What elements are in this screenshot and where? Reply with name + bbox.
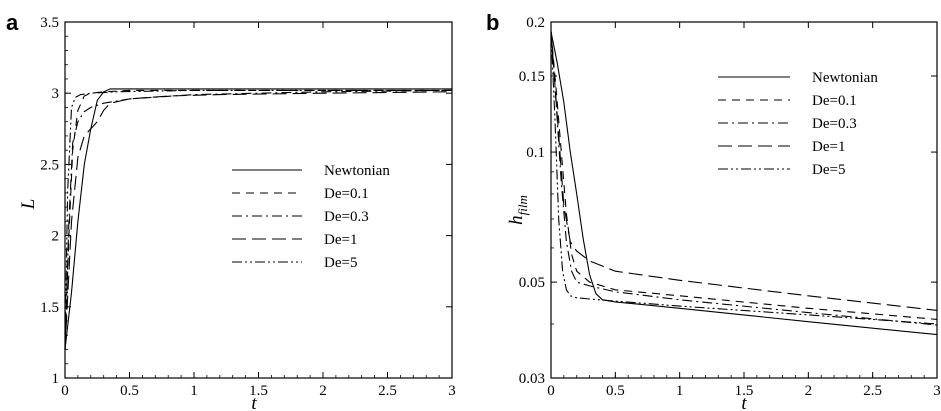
panel-b-xtick-label: 3 (933, 383, 941, 399)
panel-b-xtick: 2 (805, 22, 813, 399)
panel-b-plot-frame (550, 21, 938, 379)
panel-a-xlabel: t (251, 393, 257, 411)
panel-b: b 0 0.5 1 1.5 2 2.5 3 0.03 0.05 0.1 0.15 0.2 Newton… (486, 10, 941, 411)
panel-b-legend-label: De=0.1 (812, 93, 857, 109)
panel-a-ytick-label: 2.5 (40, 157, 59, 173)
panel-a-legend-entry: De=0.1 (232, 186, 369, 202)
panel-a-series-newtonian (64, 88, 452, 350)
panel-b-ylabel-subscript: film (515, 195, 530, 215)
panel-b-series-de-1 (550, 31, 938, 311)
panel-b-series-de-0-1 (550, 31, 938, 320)
panel-b-ytick-label: 0.03 (519, 371, 545, 387)
panel-b-xtick: 1.5 (735, 22, 754, 399)
panel-a-ytick: 2.5 (40, 157, 452, 173)
panel-b-xtick-label: 0 (547, 383, 555, 399)
panel-a-legend-label: De=0.1 (324, 186, 369, 202)
panel-a-series-de-0-1 (64, 89, 452, 350)
panel-b-series-de-0-3 (550, 31, 938, 326)
panel-a-xtick: 1 (190, 22, 198, 399)
panel-b-legend-entry: De=1 (718, 139, 845, 155)
panel-b-xtick-label: 2 (805, 383, 813, 399)
panel-b-xtick-label: 1.5 (735, 383, 754, 399)
panel-a-xtick: 2.5 (378, 22, 397, 399)
panel-a-ylabel: L (18, 199, 39, 211)
panel-a-ytick-label: 2 (52, 229, 60, 245)
panel-b-ticks: 0 0.5 1 1.5 2 2.5 3 0.03 0.05 0.1 0.15 0.2 (519, 15, 941, 399)
panel-b-legend: Newtonian De=0.1 De=0.3 De=1 De=5 (718, 70, 878, 178)
panel-a-ytick-label: 1 (52, 371, 60, 387)
panel-b-legend-entry: De=5 (718, 162, 845, 178)
panel-a-xtick-label: 1.5 (249, 383, 268, 399)
panel-b-ytick: 0.05 (519, 275, 937, 291)
panel-a-series-de-5 (64, 89, 452, 350)
panel-b-series (550, 31, 938, 336)
panel-a-legend-label: De=1 (324, 232, 357, 248)
panel-b-ytick-label: 0.2 (526, 15, 545, 31)
panel-b-legend-label: De=0.3 (812, 116, 857, 132)
panel-a-xtick-label: 0 (61, 383, 69, 399)
panel-a-legend-label: Newtonian (324, 163, 390, 179)
panel-a-legend-entry: Newtonian (232, 163, 390, 179)
panel-a-plot-frame (64, 21, 453, 379)
panel-a-ytick-label: 1.5 (40, 300, 59, 316)
panel-b-xtick: 1 (676, 22, 684, 399)
panel-a-xtick: 0.5 (120, 22, 139, 399)
panel-b-legend-label: De=1 (812, 139, 845, 155)
panel-b-legend-label: Newtonian (812, 70, 878, 86)
panel-b-legend-entry: De=0.3 (718, 116, 857, 132)
panel-a-ytick: 1.5 (40, 300, 452, 316)
panel-a-series-de-1 (64, 91, 453, 350)
panel-b-ytick-label: 0.15 (519, 69, 545, 85)
panel-b-series-de-5 (550, 31, 938, 325)
panel-a-legend: Newtonian De=0.1 De=0.3 De=1 De=5 (232, 163, 390, 271)
panel-b-xtick-label: 1 (676, 383, 684, 399)
panel-a: a 0 0.5 1 1.5 2 2.5 3 1 1.5 2 2.5 3 3.5 Newtonian De=… (6, 10, 456, 411)
panel-a-xtick-label: 0.5 (120, 383, 139, 399)
panel-a-xtick: 1.5 (249, 22, 268, 399)
panel-a-ytick: 3.5 (40, 15, 452, 31)
panel-b-ylabel-main: h (506, 215, 527, 225)
panel-b-ytick-label: 0.05 (519, 275, 545, 291)
panel-b-ytick-label: 0.1 (526, 145, 545, 161)
panel-a-legend-entry: De=5 (232, 255, 357, 271)
panel-b-ytick: 0.2 (526, 15, 937, 31)
panel-a-series-de-0-3 (64, 89, 453, 350)
panel-a-xtick-label: 3 (448, 383, 456, 399)
panel-a-series (64, 88, 453, 350)
panel-a-legend-entry: De=1 (232, 232, 357, 248)
panel-b-xtick: 0.5 (606, 22, 625, 399)
panel-a-ytick: 2 (52, 229, 452, 245)
panel-a-ytick-label: 3.5 (40, 15, 59, 31)
panel-a-label: a (6, 10, 19, 35)
panel-a-ytick-label: 3 (52, 86, 60, 102)
panel-b-legend-label: De=5 (812, 162, 845, 178)
panel-a-legend-entry: De=0.3 (232, 209, 369, 225)
panel-a-xtick-label: 2 (319, 383, 327, 399)
panel-b-ytick: 0.1 (526, 145, 937, 161)
panel-b-ytick: 0.03 (519, 371, 937, 387)
panel-b-legend-entry: De=0.1 (718, 93, 857, 109)
panel-a-legend-label: De=5 (324, 255, 357, 271)
panel-b-label: b (486, 10, 499, 35)
panel-b-xtick-label: 0.5 (606, 383, 625, 399)
panel-b-legend-entry: Newtonian (718, 70, 878, 86)
panel-b-xlabel: t (741, 393, 747, 411)
panel-a-legend-label: De=0.3 (324, 209, 369, 225)
panel-a-ticks: 0 0.5 1 1.5 2 2.5 3 1 1.5 2 2.5 3 3.5 (40, 15, 456, 399)
panel-a-xtick-label: 1 (190, 383, 198, 399)
panel-b-series-newtonian (550, 31, 938, 336)
panel-b-ylabel: hfilm (506, 195, 530, 225)
panel-b-xtick-label: 2.5 (863, 383, 882, 399)
panel-a-xtick-label: 2.5 (378, 383, 397, 399)
